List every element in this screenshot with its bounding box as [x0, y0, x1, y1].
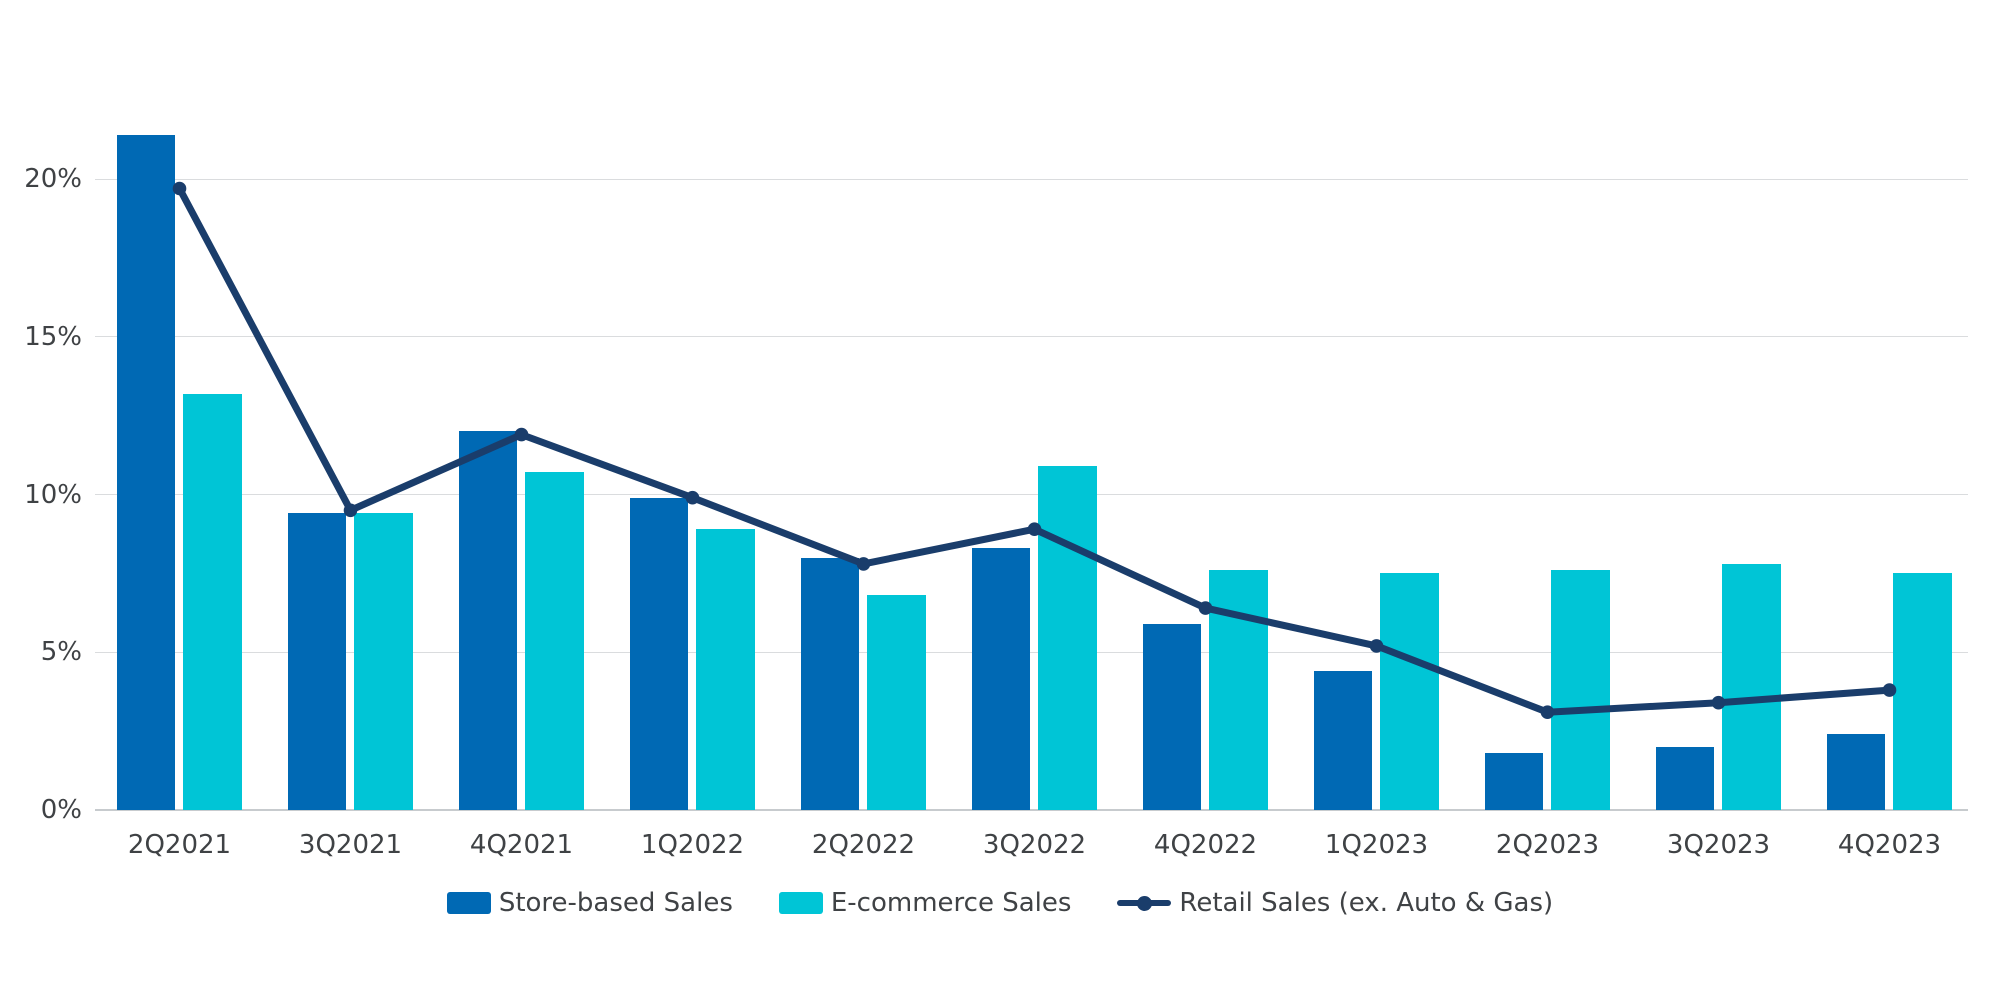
bar-ecommerce-4Q2022[interactable]: [1209, 570, 1268, 810]
gridline-15%: [95, 336, 1968, 338]
bar-store-3Q2023[interactable]: [1656, 746, 1714, 810]
x-tick-label-2Q2023: 2Q2023: [1495, 830, 1600, 860]
x-tick-label-3Q2022: 3Q2022: [982, 830, 1087, 860]
retail-sales-line-marker: [1117, 892, 1172, 914]
bar-store-2Q2021[interactable]: [117, 134, 175, 810]
y-tick-label-15%: 15%: [24, 321, 82, 352]
legend-label: E-commerce Sales: [830, 888, 1072, 918]
y-tick-label-0%: 0%: [40, 795, 82, 825]
gridline-0%: [95, 809, 1968, 811]
gridline-20%: [95, 178, 1968, 180]
bar-ecommerce-2Q2021[interactable]: [183, 393, 242, 810]
bar-store-3Q2021[interactable]: [288, 513, 346, 810]
x-tick-label-3Q2023: 3Q2023: [1666, 830, 1771, 860]
bar-ecommerce-2Q2022[interactable]: [867, 595, 926, 810]
bar-store-4Q2022[interactable]: [1143, 623, 1201, 810]
x-tick-label-2Q2022: 2Q2022: [811, 830, 916, 860]
bar-ecommerce-4Q2021[interactable]: [525, 472, 584, 810]
legend-item-e-commerce-sales[interactable]: E-commerce Sales: [778, 888, 1072, 918]
y-tick-label-10%: 10%: [24, 479, 82, 510]
y-tick-label-20%: 20%: [24, 164, 82, 194]
bar-ecommerce-2Q2023[interactable]: [1551, 570, 1610, 810]
store-based-sales-swatch: [446, 892, 491, 914]
bar-store-4Q2021[interactable]: [459, 431, 517, 810]
retail-sales-polyline: [176, 185, 1893, 716]
legend-item-retail-sales-line[interactable]: Retail Sales (ex. Auto & Gas): [1117, 888, 1553, 918]
gridline-10%: [95, 494, 1968, 495]
bar-store-2Q2022[interactable]: [801, 557, 859, 810]
line-marker-dot: [1137, 896, 1153, 911]
e-commerce-sales-swatch: [778, 892, 823, 914]
bar-store-2Q2023[interactable]: [1485, 753, 1543, 810]
bar-ecommerce-3Q2022[interactable]: [1038, 466, 1097, 810]
x-tick-label-4Q2022: 4Q2022: [1153, 830, 1258, 860]
legend-label: Retail Sales (ex. Auto & Gas): [1179, 888, 1554, 918]
bar-store-3Q2022[interactable]: [972, 548, 1030, 810]
bar-ecommerce-1Q2022[interactable]: [696, 529, 755, 810]
bar-ecommerce-3Q2021[interactable]: [354, 513, 413, 810]
chart-legend: Store-based Sales E-commerce Sales Retai…: [0, 888, 2000, 918]
y-tick-label-5%: 5%: [40, 637, 82, 668]
bar-ecommerce-3Q2023[interactable]: [1722, 563, 1781, 810]
bar-ecommerce-1Q2023[interactable]: [1380, 573, 1439, 810]
legend-item-store-based-sales[interactable]: Store-based Sales: [446, 888, 733, 918]
x-tick-label-4Q2023: 4Q2023: [1837, 830, 1942, 860]
bar-ecommerce-4Q2023[interactable]: [1893, 573, 1952, 810]
bar-store-1Q2022[interactable]: [630, 497, 688, 810]
x-tick-label-1Q2023: 1Q2023: [1324, 830, 1429, 860]
bar-store-4Q2023[interactable]: [1827, 734, 1885, 810]
legend-label: Store-based Sales: [498, 888, 733, 918]
x-tick-label-1Q2022: 1Q2022: [640, 830, 745, 860]
x-tick-label-3Q2021: 3Q2021: [298, 830, 403, 860]
bar-store-1Q2023[interactable]: [1314, 671, 1372, 810]
x-tick-label-4Q2021: 4Q2021: [469, 830, 574, 860]
x-tick-label-2Q2021: 2Q2021: [127, 830, 232, 860]
